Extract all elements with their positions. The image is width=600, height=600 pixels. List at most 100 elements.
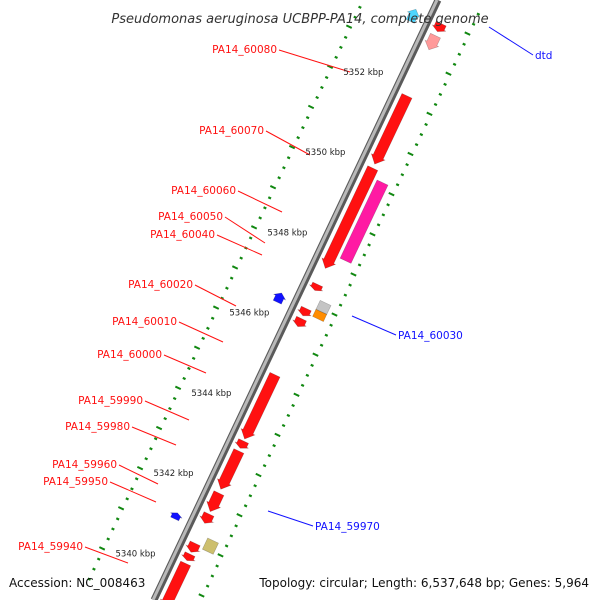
tick-mark bbox=[274, 432, 281, 438]
label-leader bbox=[265, 130, 311, 156]
gene-feature[interactable] bbox=[217, 448, 245, 490]
tick-mark bbox=[339, 45, 343, 50]
tick-mark bbox=[267, 454, 272, 458]
tick-mark bbox=[210, 316, 215, 320]
gene-label[interactable]: PA14_59950 bbox=[43, 476, 108, 488]
gene-label[interactable]: PA14_59970 bbox=[315, 521, 380, 533]
gene-label[interactable]: PA14_59940 bbox=[18, 541, 83, 553]
tick-mark bbox=[163, 416, 168, 421]
tick-mark bbox=[345, 24, 353, 29]
gene-feature[interactable] bbox=[199, 511, 215, 524]
tick-mark bbox=[462, 42, 466, 46]
gene-feature[interactable] bbox=[424, 32, 441, 51]
tick-mark bbox=[476, 12, 481, 16]
tick-mark bbox=[281, 423, 286, 428]
tick-mark bbox=[106, 537, 111, 541]
label-leader bbox=[278, 49, 351, 73]
gene-label[interactable]: PA14_60000 bbox=[97, 349, 162, 361]
gene-feature[interactable] bbox=[170, 512, 183, 522]
gene-feature[interactable] bbox=[370, 93, 413, 165]
tick-mark bbox=[376, 223, 381, 227]
gene-feature[interactable] bbox=[405, 8, 420, 24]
tick-mark bbox=[198, 593, 205, 598]
gene-feature[interactable] bbox=[240, 372, 281, 440]
tick-mark bbox=[300, 383, 305, 388]
tick-mark bbox=[433, 102, 438, 107]
gene-feature[interactable] bbox=[202, 537, 219, 555]
gene-feature[interactable] bbox=[206, 490, 225, 512]
gene-label[interactable]: PA14_60030 bbox=[398, 330, 463, 342]
gene-feature[interactable] bbox=[159, 560, 192, 600]
tick-mark bbox=[282, 166, 286, 170]
tick-mark bbox=[117, 506, 125, 511]
tick-mark bbox=[224, 544, 229, 548]
tick-mark bbox=[111, 527, 115, 531]
tick-mark bbox=[338, 303, 343, 307]
tick-mark bbox=[414, 142, 419, 147]
gene-label[interactable]: PA14_60070 bbox=[199, 125, 264, 137]
gene-label[interactable]: PA14_60050 bbox=[158, 211, 223, 223]
scale-label: 5350 kbp bbox=[305, 148, 345, 158]
gene-feature[interactable] bbox=[234, 438, 250, 449]
tick-mark bbox=[286, 156, 291, 160]
tick-mark bbox=[386, 203, 390, 207]
tick-mark bbox=[350, 272, 357, 277]
map-title: Pseudomonas aeruginosa UCBPP-PA14, compl… bbox=[111, 12, 488, 27]
tick-mark bbox=[324, 333, 329, 337]
tick-mark bbox=[305, 373, 310, 378]
gene-label[interactable]: PA14_59990 bbox=[78, 395, 143, 407]
gene-feature[interactable] bbox=[292, 315, 307, 327]
tick-mark bbox=[438, 92, 443, 97]
gene-label[interactable]: PA14_60060 bbox=[171, 185, 236, 197]
gene-label[interactable]: PA14_59980 bbox=[65, 421, 130, 433]
tick-mark bbox=[205, 584, 210, 588]
gene-feature[interactable] bbox=[181, 551, 196, 562]
scale-label: 5346 kbp bbox=[229, 309, 269, 319]
tick-mark bbox=[255, 472, 262, 478]
tick-mark bbox=[343, 35, 348, 39]
tick-mark bbox=[291, 403, 295, 408]
gene-label[interactable]: PA14_59960 bbox=[52, 459, 117, 471]
tick-mark bbox=[248, 236, 253, 240]
label-leader bbox=[144, 400, 190, 421]
tick-mark bbox=[367, 243, 371, 247]
tick-mark bbox=[231, 265, 239, 270]
gene-feature[interactable] bbox=[432, 20, 447, 32]
tick-mark bbox=[315, 95, 319, 100]
label-leader bbox=[178, 321, 224, 343]
scale-label: 5344 kbp bbox=[191, 389, 231, 399]
tick-mark bbox=[136, 465, 144, 471]
tick-mark bbox=[210, 574, 215, 578]
label-leader bbox=[194, 284, 237, 307]
tick-mark bbox=[312, 352, 319, 357]
tick-mark bbox=[288, 144, 296, 150]
tick-mark bbox=[206, 326, 210, 330]
tick-mark bbox=[419, 132, 424, 137]
tick-mark bbox=[182, 376, 186, 381]
gene-label[interactable]: dtd bbox=[535, 50, 552, 62]
gene-label[interactable]: PA14_60040 bbox=[150, 229, 215, 241]
gene-feature[interactable] bbox=[315, 300, 332, 315]
tick-mark bbox=[357, 263, 362, 267]
gene-feature[interactable] bbox=[339, 179, 389, 264]
tick-mark bbox=[319, 343, 324, 347]
tick-mark bbox=[87, 577, 92, 581]
tick-mark bbox=[405, 163, 409, 167]
tick-mark bbox=[155, 425, 163, 431]
tick-mark bbox=[125, 497, 130, 501]
scale-label: 5352 kbp bbox=[343, 68, 383, 78]
tick-mark bbox=[115, 517, 120, 521]
gene-label[interactable]: PA14_60020 bbox=[128, 279, 193, 291]
gene-feature[interactable] bbox=[272, 292, 287, 305]
scale-label: 5342 kbp bbox=[154, 469, 194, 479]
gene-feature[interactable] bbox=[297, 305, 312, 317]
gene-feature[interactable] bbox=[185, 540, 201, 553]
tick-mark bbox=[229, 276, 234, 280]
gene-label[interactable]: PA14_60080 bbox=[212, 44, 277, 56]
gene-label[interactable]: PA14_60010 bbox=[112, 316, 177, 328]
gene-feature[interactable] bbox=[321, 165, 379, 269]
scale-labels: 5340 kbp 5342 kbp 5344 kbp 5346 kbp 5348 kbp… bbox=[116, 68, 384, 560]
gene-feature[interactable] bbox=[309, 281, 324, 292]
tick-mark bbox=[400, 173, 405, 177]
